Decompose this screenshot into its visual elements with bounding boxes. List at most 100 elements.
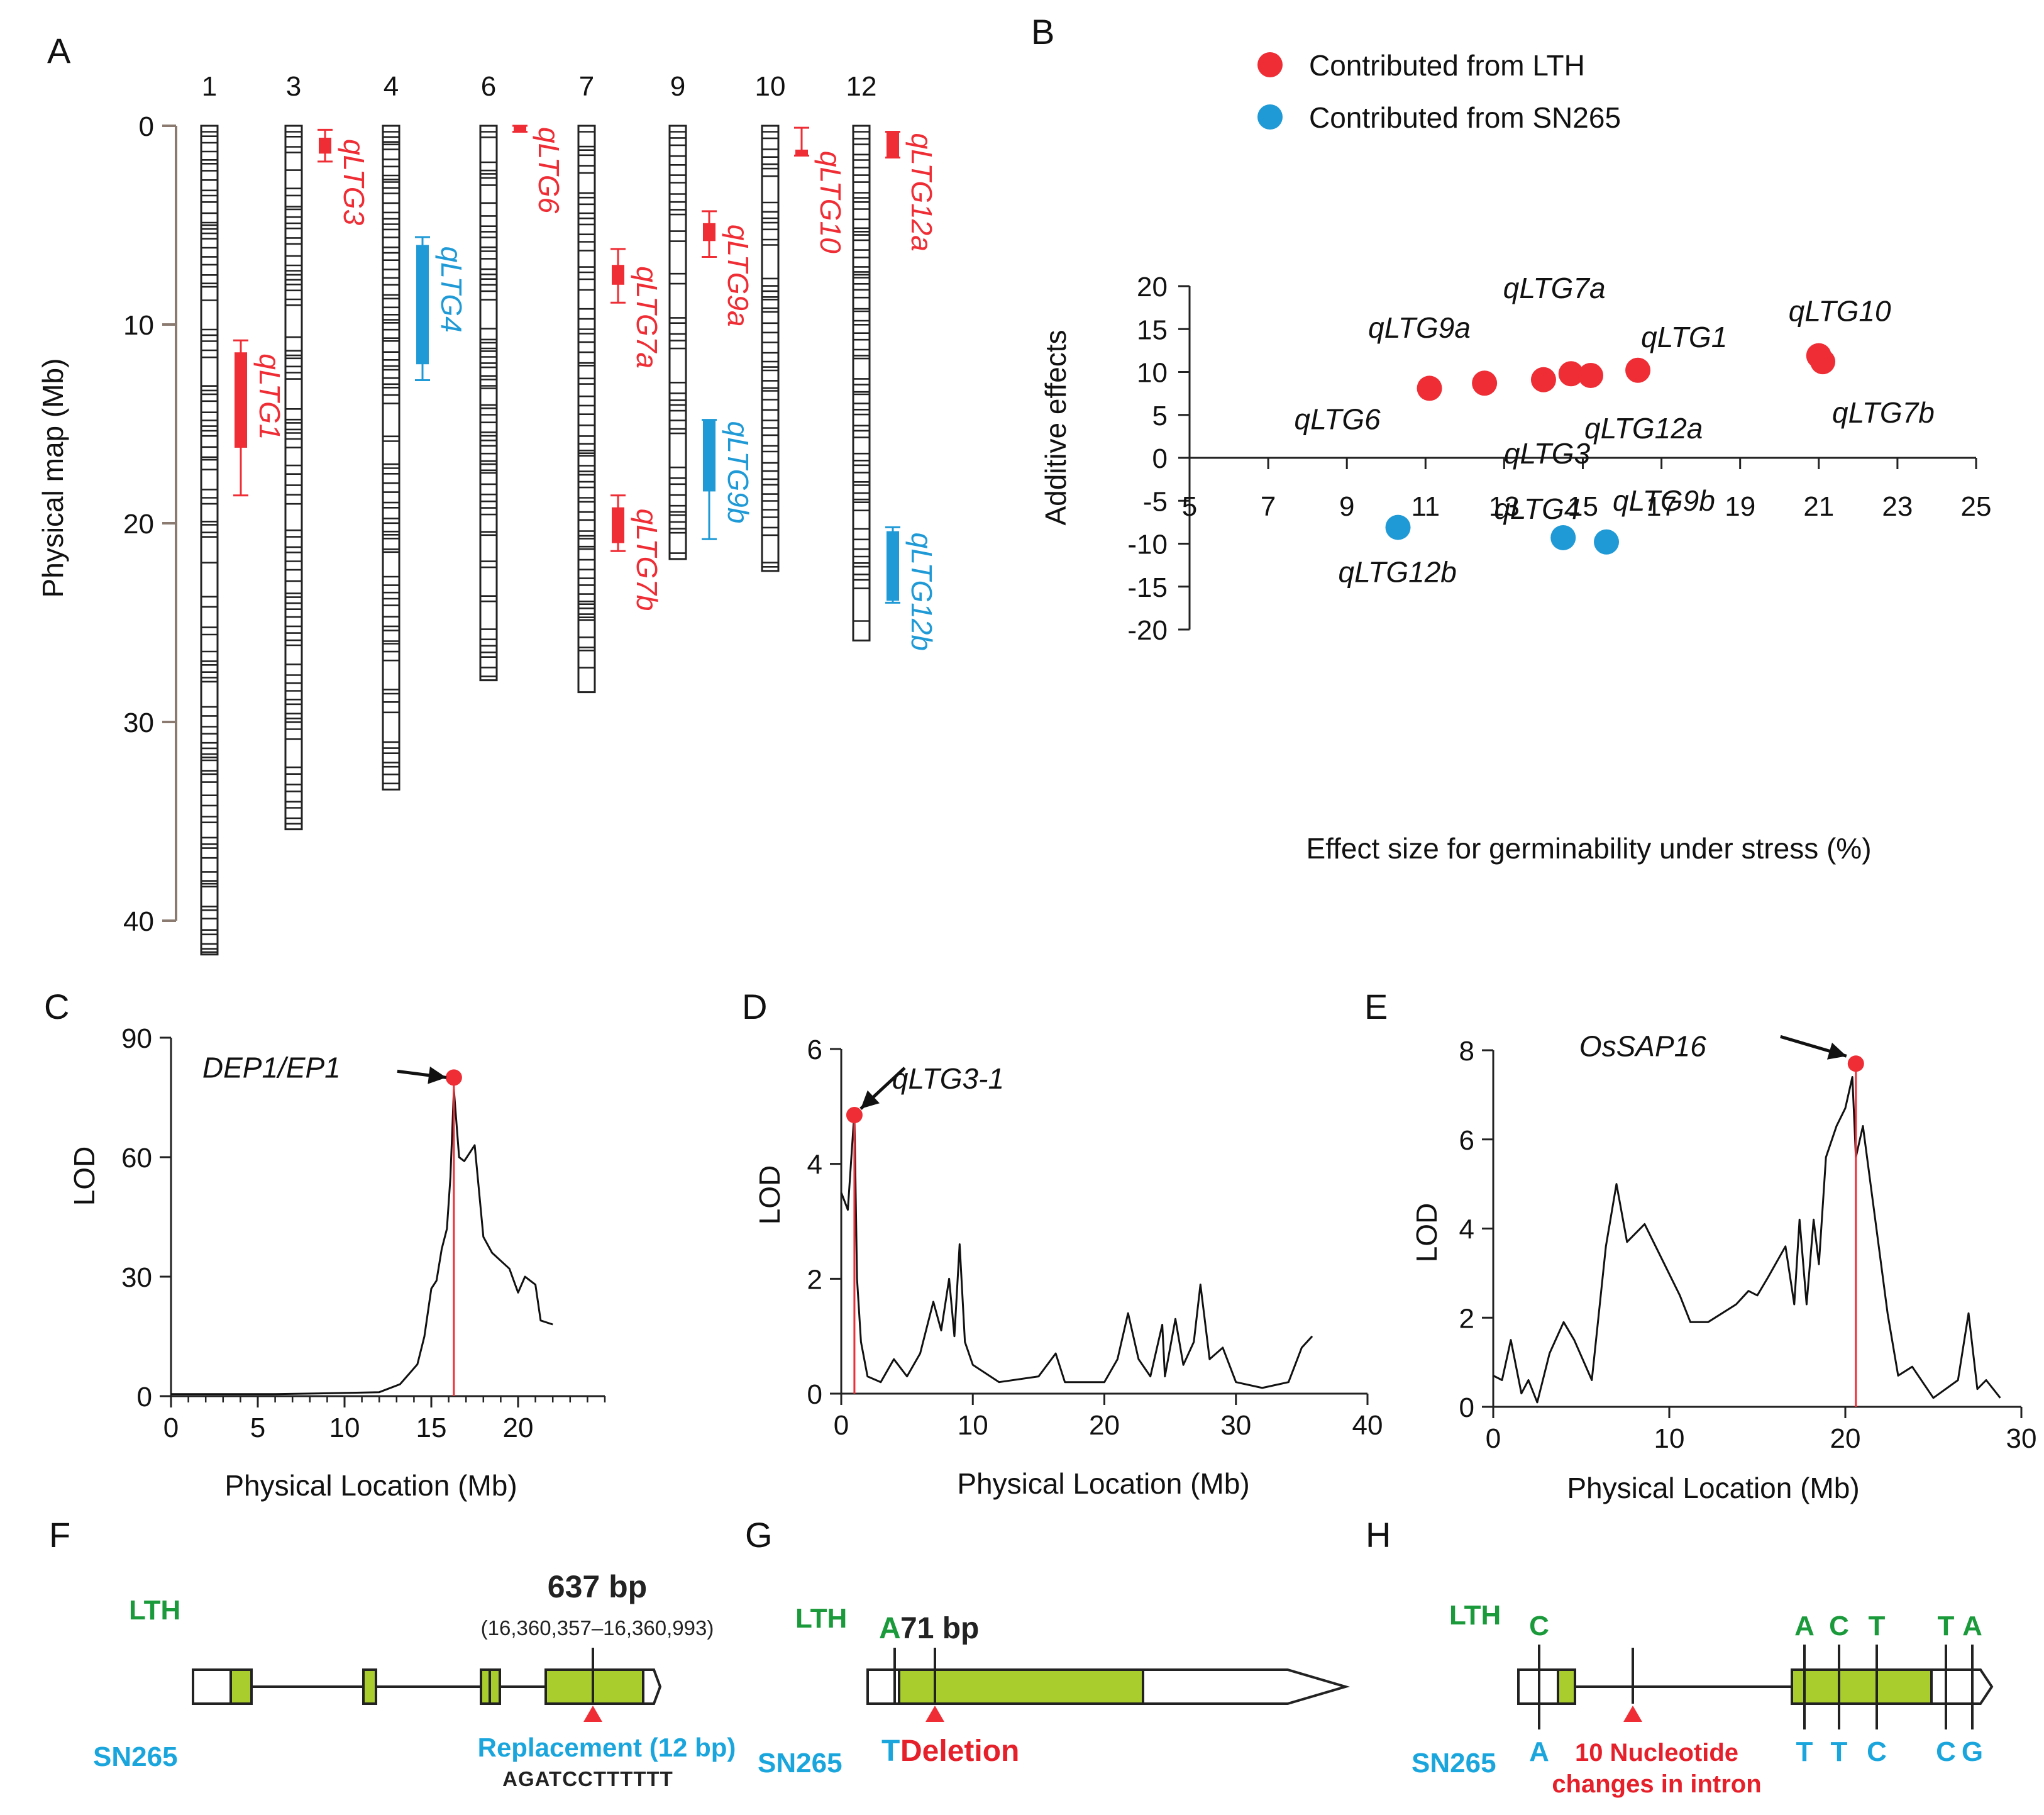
d-plot-ytick-label-2: 2 (807, 1264, 822, 1295)
h-change-label-1: 10 Nucleotide (1575, 1739, 1738, 1767)
f-change-triangle (583, 1706, 602, 1722)
b-xtick-label-15: 15 (1567, 491, 1598, 522)
qLTG4-point (1550, 525, 1576, 550)
g-size-label: 71 bp (900, 1612, 979, 1645)
h-snp-bottom-2: T (1796, 1736, 1813, 1767)
b-xtick-label-13: 13 (1489, 491, 1520, 522)
panel-label-e: E (1364, 987, 1388, 1026)
chromosome-1-bands (201, 131, 218, 953)
panel-label-d: D (742, 987, 767, 1026)
a-tick-label-0: 0 (139, 111, 154, 142)
chromosome-label-6: 6 (481, 71, 496, 102)
chromosome-4 (382, 125, 401, 791)
h-utr3 (1930, 1668, 1994, 1705)
panel-c-x-axis-title: Physical Location (Mb) (224, 1469, 517, 1502)
panel-b: B Contributed from LTH Contributed from … (1031, 12, 1991, 865)
qLTG12b-point-label: qLTG12b (1339, 556, 1457, 589)
f-utr3 (642, 1668, 662, 1705)
g-utr3 (1142, 1668, 1351, 1705)
panel-label-f: F (49, 1515, 70, 1555)
b-ytick-label-15: 15 (1137, 314, 1168, 345)
d-plot-xtick-label-0: 0 (834, 1410, 849, 1441)
f-sn265-label: SN265 (93, 1741, 178, 1772)
b-ytick-label--10: -10 (1127, 530, 1168, 560)
h-lth-label: LTH (1449, 1600, 1501, 1631)
panel-b-x-axis-title: Effect size for germinability under stre… (1306, 832, 1871, 865)
h-snp-bottom-6: G (1962, 1736, 1983, 1767)
c-plot-ytick-label-0: 0 (137, 1382, 152, 1413)
f-exon-1 (229, 1668, 253, 1705)
e-plot-peak-marker (1847, 1055, 1864, 1072)
qLTG1-point (1625, 357, 1651, 383)
panel-label-c: C (44, 987, 69, 1026)
h-snp-top-3: C (1829, 1611, 1849, 1641)
legend-lth-label: Contributed from LTH (1309, 49, 1585, 82)
c-plot-xtick-label-0: 0 (163, 1413, 179, 1443)
qLTG3-point (1530, 367, 1556, 392)
panel-label-b: B (1031, 12, 1054, 52)
a-tick-label-10: 10 (123, 310, 154, 341)
h-snp-top-1: C (1529, 1611, 1549, 1641)
e-plot-xtick-label-0: 0 (1486, 1423, 1501, 1454)
e-plot-arrow-head (1826, 1042, 1847, 1060)
qLTG7b-bar (612, 507, 624, 543)
panel-e-y-axis-title: LOD (1410, 1203, 1443, 1263)
qLTG10-point-label: qLTG10 (1789, 295, 1891, 328)
chromosome-1 (200, 125, 219, 956)
qLTG6-label: qLTG6 (533, 127, 565, 214)
qLTG12a-label: qLTG12a (905, 133, 938, 251)
d-plot-lod-curve (840, 1111, 1313, 1389)
panel-a-y-axis-title: Physical map (Mb) (36, 358, 69, 598)
e-plot-ytick-label-8: 8 (1459, 1036, 1474, 1067)
panel-e: E LOD Physical Location (Mb) 0 2 4 6 8 0 10 20 3… (1364, 987, 2036, 1504)
f-exon-5 (544, 1668, 644, 1705)
qLTG12b-label: qLTG12b (905, 533, 938, 651)
f-exon-4 (489, 1668, 501, 1705)
c-plot-xtick-label-10: 10 (329, 1413, 360, 1443)
h-snp-top-4: T (1869, 1611, 1886, 1641)
f-range-label: (16,360,357–16,360,993) (481, 1616, 714, 1640)
d-plot-ytick-label-0: 0 (807, 1379, 822, 1410)
panel-b-y-axis-title: Additive effects (1039, 330, 1072, 525)
chromosome-3-bands (285, 131, 302, 825)
panel-a-qtls: qLTG1 qLTG3 qLTG4 qLTG6 qLTG7a qLTG7b qLTG9a qL… (233, 125, 938, 651)
qLTG3-point-label: qLTG3 (1504, 437, 1591, 470)
c-plot-minor-ticks (170, 1396, 606, 1402)
d-plot-ytick-label-4: 4 (807, 1150, 822, 1180)
b-ytick-label--20: -20 (1127, 615, 1168, 646)
e-plot-ytick-label-0: 0 (1459, 1392, 1474, 1423)
d-plot-peak-marker (846, 1107, 863, 1124)
chromosome-6 (479, 125, 498, 682)
panel-e-x-axis-title: Physical Location (Mb) (1567, 1472, 1859, 1504)
qLTG6-point-label: qLTG6 (1295, 402, 1381, 435)
h-snp-bottom-3: T (1831, 1736, 1848, 1767)
qLTG7a-label: qLTG7a (631, 266, 663, 369)
qLTG9b-point (1594, 529, 1620, 555)
panel-a-axis: 0 10 20 30 40 (123, 111, 177, 937)
b-ytick-label--5: -5 (1143, 486, 1168, 517)
qLTG1-label: qLTG1 (253, 353, 286, 440)
e-plot-xtick-label-10: 10 (1654, 1423, 1685, 1454)
h-sn265-label: SN265 (1411, 1748, 1496, 1779)
b-xtick-label-9: 9 (1339, 491, 1354, 522)
legend-sn265-label: Contributed from SN265 (1309, 101, 1621, 134)
chromosome-10-bands (762, 131, 778, 568)
h-snp-top-5: T (1938, 1611, 1955, 1641)
b-ytick-label-5: 5 (1152, 401, 1168, 431)
d-plot-xtick-label-30: 30 (1220, 1410, 1251, 1441)
panel-d-x-axis-title: Physical Location (Mb) (957, 1467, 1249, 1500)
g-change-triangle (925, 1706, 944, 1722)
g-sn265-label: SN265 (758, 1748, 842, 1779)
e-plot-ytick-label-2: 2 (1459, 1303, 1474, 1334)
f-size-label: 637 bp (548, 1569, 647, 1604)
chromosome-7 (577, 125, 596, 694)
qLTG10-bar (795, 149, 808, 156)
chromosome-3 (284, 125, 303, 831)
qLTG9a-point (1472, 370, 1498, 396)
qLTG4-bar (416, 245, 429, 365)
g-snp-bottom: T (881, 1735, 900, 1768)
d-plot-xtick-label-20: 20 (1089, 1410, 1120, 1441)
chromosome-label-4: 4 (384, 71, 399, 102)
qLTG7a-bar (612, 265, 624, 285)
